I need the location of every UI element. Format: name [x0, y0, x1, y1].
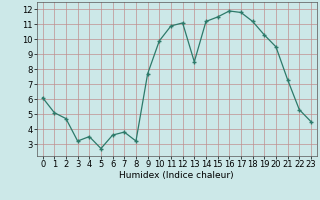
X-axis label: Humidex (Indice chaleur): Humidex (Indice chaleur): [119, 171, 234, 180]
